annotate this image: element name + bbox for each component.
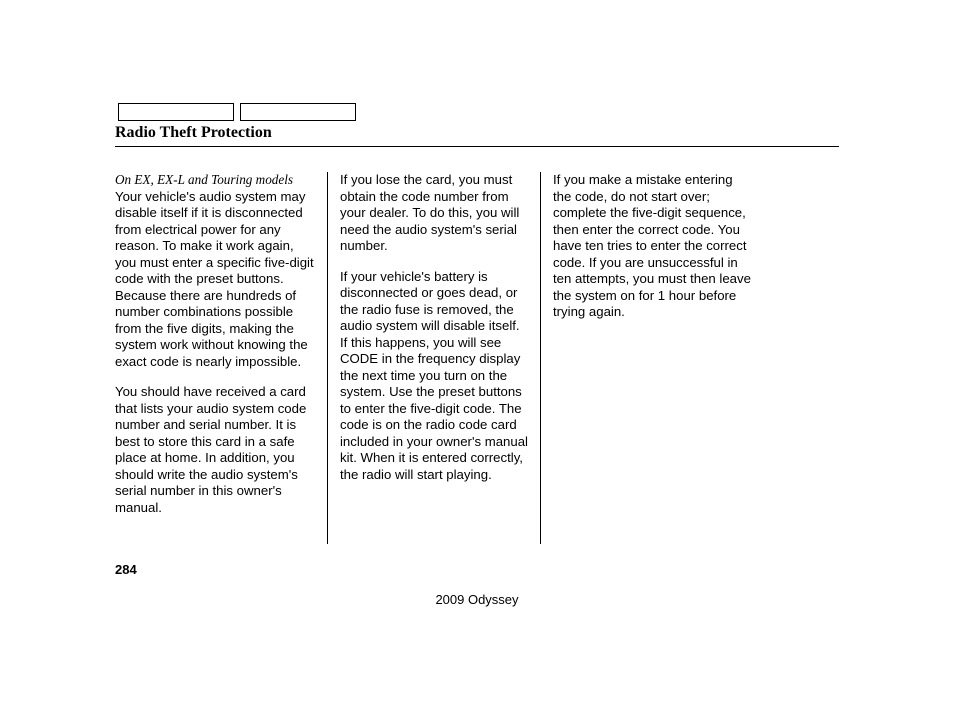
header-empty-box-1 (118, 103, 234, 121)
column-3: If you make a mistake entering the code,… (541, 172, 753, 544)
col1-p1: Your vehicle's audio system may disable … (115, 189, 315, 371)
col2-p2: If your vehicle's battery is disconnecte… (340, 269, 528, 484)
footer-model-year: 2009 Odyssey (0, 592, 954, 607)
manual-page: Radio Theft Protection On EX, EX-L and T… (0, 0, 954, 710)
title-rule (115, 146, 839, 147)
page-title: Radio Theft Protection (115, 124, 272, 142)
col1-subhead: On EX, EX-L and Touring models (115, 172, 293, 187)
header-empty-box-2 (240, 103, 356, 121)
header-box-row (118, 103, 356, 121)
column-2: If you lose the card, you must obtain th… (328, 172, 540, 544)
col1-p2: You should have received a card that lis… (115, 384, 315, 516)
col3-p1: If you make a mistake entering the code,… (553, 172, 753, 321)
page-number: 284 (115, 562, 137, 577)
col2-p1: If you lose the card, you must obtain th… (340, 172, 528, 255)
column-1: On EX, EX-L and Touring models Your vehi… (115, 172, 327, 544)
body-columns: On EX, EX-L and Touring models Your vehi… (115, 172, 753, 544)
